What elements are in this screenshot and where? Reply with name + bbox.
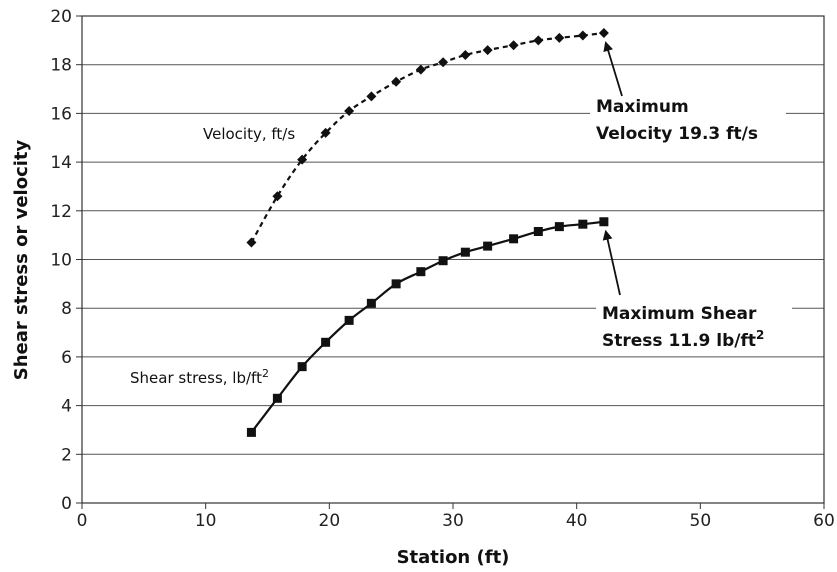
y-tick-label: 8 — [61, 299, 72, 319]
grid-lines — [82, 15, 824, 455]
x-axis-title: Station (ft) — [397, 547, 510, 568]
annotation-text-line: Stress 11.9 lb/ft2 — [602, 328, 764, 351]
y-tick-label: 12 — [50, 202, 72, 222]
velocity-point — [482, 45, 493, 56]
shear-stress-point — [321, 337, 331, 347]
shear-stress-point — [344, 315, 354, 325]
velocity-point — [344, 105, 355, 116]
shear-stress-point — [509, 234, 519, 244]
velocity-point — [508, 40, 519, 51]
annotation-arrow — [603, 41, 623, 97]
x-tick-label: 10 — [195, 511, 217, 531]
annotation-text-line: Maximum — [596, 97, 689, 117]
velocity-point — [246, 237, 257, 248]
shear-stress-point — [272, 393, 282, 403]
y-tick-label: 16 — [50, 104, 72, 124]
velocity-point — [554, 32, 565, 43]
velocity-point — [438, 57, 449, 68]
annotations: Velocity, ft/s Shear stress, lb/ft2 Maximu… — [130, 41, 792, 387]
shear-stress-point — [578, 219, 588, 229]
series-line-shear-stress — [250, 220, 604, 434]
x-tick-label: 30 — [442, 511, 464, 531]
y-tick-label: 4 — [61, 397, 72, 417]
y-tick-label: 0 — [61, 494, 72, 514]
y-tick-label: 6 — [61, 348, 72, 368]
velocity-point — [320, 127, 331, 138]
shear-stress-point — [554, 222, 564, 232]
velocity-series-label: Velocity, ft/s — [203, 125, 295, 143]
annotation-backing — [596, 300, 792, 352]
series-line-velocity — [250, 31, 604, 243]
y-tick-label: 14 — [50, 153, 72, 173]
velocity-point — [460, 49, 471, 60]
shear-stress-point — [391, 279, 401, 289]
velocity-point — [366, 91, 377, 102]
velocity-point — [391, 76, 402, 87]
shear-stress-point — [297, 362, 307, 372]
y-tick-label: 20 — [50, 7, 72, 27]
annotation-arrow — [602, 229, 621, 296]
shear-stress-point — [416, 267, 426, 277]
x-tick-label: 0 — [77, 511, 88, 531]
x-tick-label: 60 — [813, 511, 835, 531]
velocity-point — [577, 30, 588, 41]
shear-stress-point — [246, 427, 256, 437]
shear-stress-series-label: Shear stress, lb/ft2 — [130, 367, 269, 387]
tick-labels: 0 2 4 6 8 10 12 14 16 18 20 0 10 20 30 40 50 60 — [50, 7, 834, 531]
x-tick-label: 20 — [319, 511, 341, 531]
axes — [76, 15, 825, 509]
velocity-point — [297, 154, 308, 165]
series — [246, 28, 609, 437]
annotation-text-line: Maximum Shear — [602, 304, 757, 324]
shear-stress-point — [599, 217, 609, 227]
y-axis-title: Shear stress or velocity — [11, 139, 32, 380]
shear-stress-point — [483, 241, 493, 251]
x-tick-label: 40 — [566, 511, 588, 531]
velocity-point — [533, 35, 544, 46]
annotation-text-line: Velocity 19.3 ft/s — [596, 124, 758, 144]
x-tick-label: 50 — [690, 511, 712, 531]
shear-stress-point — [366, 298, 376, 308]
shear-stress-point — [460, 247, 470, 257]
velocity-point — [415, 64, 426, 75]
velocity-point — [598, 28, 609, 39]
shear-stress-point — [438, 256, 448, 266]
y-tick-label: 18 — [50, 56, 72, 76]
velocity-point — [272, 191, 283, 202]
y-tick-label: 10 — [50, 251, 72, 271]
y-tick-label: 2 — [61, 445, 72, 465]
annotation-backing — [590, 93, 786, 145]
shear-stress-point — [533, 226, 543, 236]
